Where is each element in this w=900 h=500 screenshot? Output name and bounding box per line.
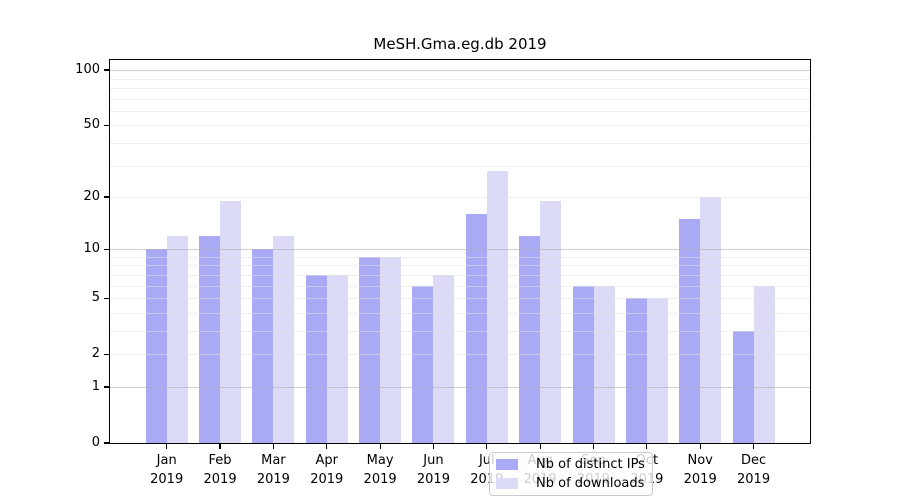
major-gridline: [110, 386, 810, 388]
minor-gridline: [110, 78, 810, 80]
bar-downloads-sep: [593, 285, 615, 443]
bar-downloads-apr: [326, 274, 348, 443]
x-axis-tick: [379, 443, 381, 449]
legend-swatch-distinct-ips: [496, 459, 518, 470]
x-axis-tick: [752, 443, 755, 449]
y-axis-tick: [104, 297, 110, 299]
chart-title: MeSH.Gma.eg.db 2019: [373, 35, 547, 53]
chart-legend: Nb of distinct IPs Nb of downloads: [489, 452, 653, 496]
y-tick-label: 50: [83, 117, 100, 133]
x-axis-tick: [432, 443, 435, 449]
minor-gridline: [110, 125, 810, 127]
y-tick-label: 100: [75, 62, 100, 78]
x-tick-label: Apr 2019: [310, 453, 344, 487]
bar-distinct-ips-feb: [199, 235, 221, 443]
minor-gridline: [110, 98, 810, 100]
bar-distinct-ips-sep: [572, 285, 594, 443]
bar-downloads-mar: [273, 235, 295, 443]
plot-area: Nb of distinct IPs Nb of downloads: [109, 59, 811, 496]
x-tick-label: Dec 2019: [737, 453, 771, 487]
bar-downloads-dec: [753, 285, 775, 443]
y-tick-label: 0: [91, 435, 100, 450]
bar-distinct-ips-jul: [465, 214, 487, 443]
minor-gridline: [110, 87, 810, 89]
x-tick-label: Feb 2019: [203, 453, 237, 487]
minor-gridline: [110, 285, 810, 287]
bar-distinct-ips-may: [359, 256, 381, 443]
bar-distinct-ips-mar: [252, 249, 274, 443]
x-axis-tick: [592, 443, 595, 449]
bar-distinct-ips-jan: [145, 249, 167, 443]
minor-gridline: [110, 274, 810, 276]
major-gridline: [110, 249, 810, 251]
x-axis-tick: [219, 443, 221, 449]
y-tick-label: 20: [83, 189, 100, 204]
y-tick-label: 5: [91, 290, 100, 306]
x-tick-label: Nov 2019: [683, 453, 717, 487]
minor-gridline: [110, 312, 810, 314]
x-axis-tick: [166, 443, 168, 449]
bar-distinct-ips-aug: [519, 235, 541, 443]
x-axis-tick: [539, 443, 541, 449]
y-axis-tick: [104, 196, 110, 198]
bar-downloads-jul: [486, 170, 508, 443]
y-axis-tick: [104, 248, 110, 250]
bar-downloads-nov: [700, 197, 722, 443]
y-axis-tick: [104, 69, 110, 71]
bar-distinct-ips-apr: [305, 274, 327, 443]
bar-downloads-may: [380, 256, 402, 443]
minor-gridline: [110, 354, 810, 356]
y-axis-tick: [104, 386, 110, 388]
x-tick-label: May 2019: [363, 453, 397, 487]
legend-label-downloads: Nb of downloads: [536, 476, 645, 491]
x-axis-tick: [272, 443, 274, 449]
x-tick-label: Mar 2019: [256, 453, 290, 487]
x-axis-tick: [646, 443, 648, 449]
bar-downloads-jun: [433, 274, 455, 443]
y-tick-label: 1: [91, 378, 100, 394]
bar-downloads-oct: [646, 298, 668, 443]
y-tick-label: 2: [91, 346, 100, 362]
legend-item-downloads: Nb of downloads: [490, 474, 652, 493]
x-axis-tick: [486, 443, 488, 449]
legend-label-distinct-ips: Nb of distinct IPs: [536, 457, 645, 472]
y-axis-tick: [104, 124, 110, 126]
legend-item-distinct-ips: Nb of distinct IPs: [490, 455, 652, 474]
minor-gridline: [110, 142, 810, 144]
minor-gridline: [110, 110, 810, 112]
x-axis-tick: [326, 443, 328, 449]
bar-downloads-feb: [220, 200, 242, 443]
minor-gridline: [110, 265, 810, 267]
minor-gridline: [110, 165, 810, 167]
legend-swatch-downloads: [496, 478, 518, 489]
x-tick-label: Jun 2019: [416, 453, 450, 487]
x-tick-label: Jan 2019: [150, 453, 184, 487]
minor-gridline: [110, 298, 810, 300]
major-gridline: [110, 70, 810, 72]
y-tick-label: 10: [83, 241, 100, 257]
bar-downloads-aug: [540, 200, 562, 443]
bar-distinct-ips-jun: [412, 285, 434, 443]
y-axis-tick: [104, 442, 110, 444]
minor-gridline: [110, 197, 810, 198]
minor-gridline: [110, 256, 810, 258]
bar-distinct-ips-oct: [625, 298, 647, 443]
minor-gridline: [110, 330, 810, 332]
bar-downloads-jan: [166, 235, 188, 443]
y-axis-tick: [104, 353, 110, 355]
x-axis-tick: [699, 443, 701, 449]
